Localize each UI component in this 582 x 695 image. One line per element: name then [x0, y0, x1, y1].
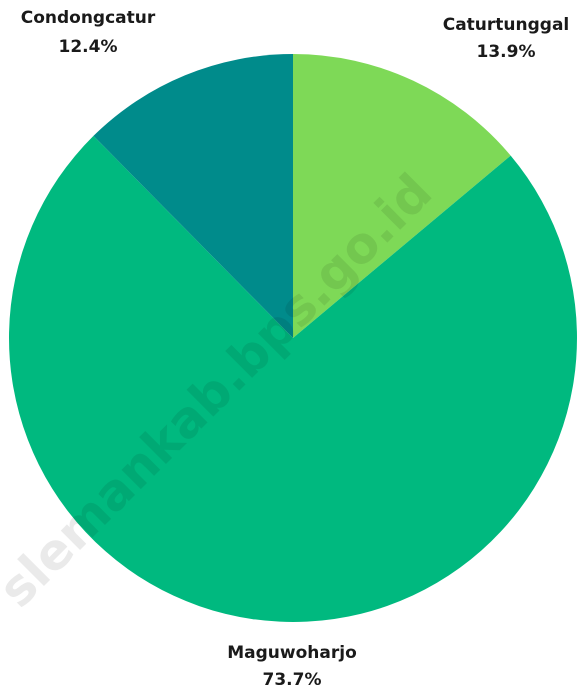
label-maguwoharjo: Maguwoharjo 73.7% — [227, 643, 357, 690]
pie-slices — [8, 54, 577, 623]
label-condongcatur: Condongcatur 12.4% — [21, 8, 156, 57]
slice-label-maguwoharjo-value: 73.7% — [263, 670, 322, 690]
pie-slice-condongcatur — [93, 54, 293, 338]
slice-label-maguwoharjo-name: Maguwoharjo — [227, 643, 357, 663]
pie-slice-maguwoharjo — [8, 135, 577, 623]
slice-label-condongcatur-name: Condongcatur — [21, 8, 156, 28]
label-caturtunggal: Caturtunggal 13.9% — [443, 15, 570, 62]
slice-label-condongcatur-value: 12.4% — [59, 37, 118, 57]
slice-label-caturtunggal-name: Caturtunggal — [443, 15, 570, 35]
slice-label-caturtunggal-value: 13.9% — [477, 42, 536, 62]
pie-slice-caturtunggal — [293, 54, 511, 338]
